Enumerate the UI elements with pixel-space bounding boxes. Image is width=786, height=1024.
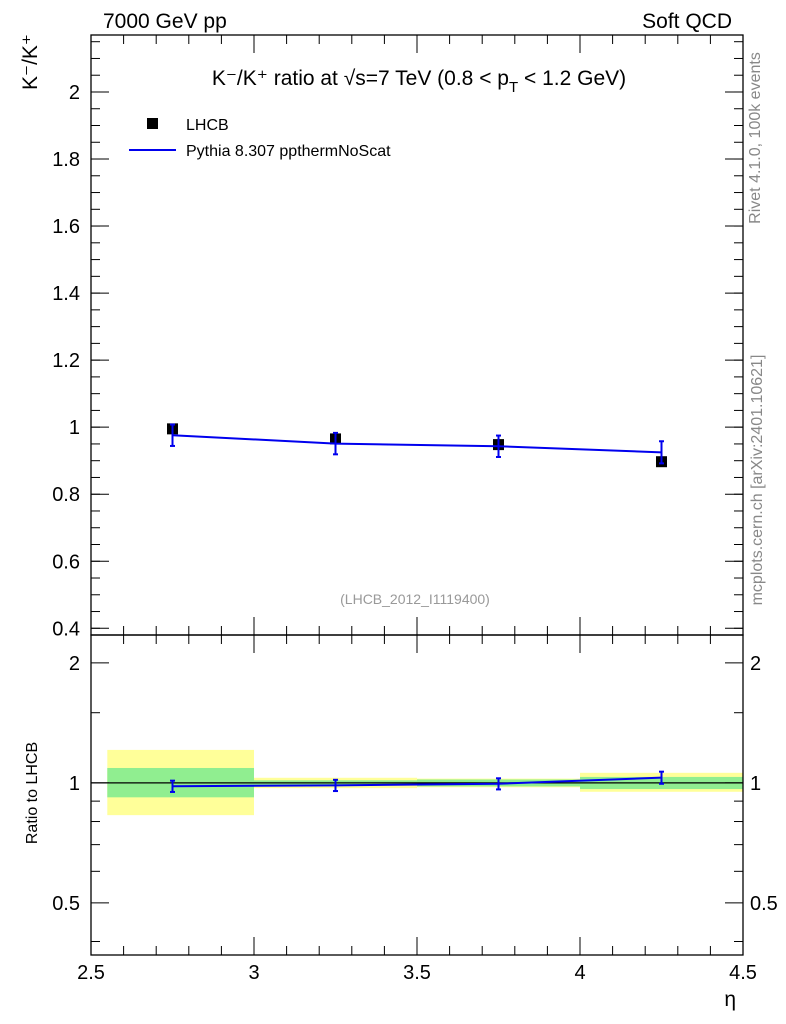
title-tail: < 1.2 GeV) [518, 67, 626, 90]
rivet-label: Rivet 4.1.0, 100k events [747, 52, 764, 224]
ylabel-main: K⁻/K⁺ [19, 34, 42, 90]
ratio-ytick-label-right: 1 [750, 773, 761, 795]
ratio-marks [170, 770, 664, 793]
x-axis: 2.5 3 3.5 4 4.5 [77, 35, 757, 984]
ratio-ytick-label: 2 [69, 653, 80, 675]
main-ytick-label: 1.2 [52, 350, 80, 372]
ratio-ytick-label-right: 0.5 [750, 893, 778, 915]
main-ytick-label: 1 [69, 417, 80, 439]
main-ytick-label: 2 [69, 82, 80, 104]
title-main: K⁻/K⁺ ratio at √s=7 TeV (0.8 < p [212, 67, 509, 90]
legend-label-lhcb: LHCB [186, 117, 229, 134]
ratio-bands [91, 749, 743, 816]
xtick-label: 3.5 [403, 962, 431, 984]
ratio-line [172, 776, 662, 788]
xlabel: η [724, 988, 736, 1011]
ratio-ytick-label: 0.5 [52, 893, 80, 915]
legend: LHCB Pythia 8.307 ppthermNoScat [129, 117, 391, 160]
ratio-ytick-label: 1 [69, 773, 80, 795]
plot-title: K⁻/K⁺ ratio at √s=7 TeV (0.8 < pT < 1.2 … [212, 67, 626, 96]
ylabel-ratio: Ratio to LHCB [24, 742, 41, 844]
main-ytick-label: 0.8 [52, 484, 80, 506]
header-left: 7000 GeV pp [103, 10, 227, 33]
main-ytick-label: 0.6 [52, 551, 80, 573]
pythia-line [172, 434, 662, 454]
header-right: Soft QCD [642, 10, 732, 33]
xtick-label: 4.5 [729, 962, 757, 984]
title-sub: T [509, 79, 518, 96]
ratio-ytick-label-right: 2 [750, 653, 761, 675]
xtick-label: 4 [574, 962, 585, 984]
analysis-watermark: (LHCB_2012_I1119400) [340, 591, 490, 607]
main-ytick-label: 0.4 [52, 618, 80, 640]
main-ytick-label: 1.6 [52, 216, 80, 238]
main-y-axis: 0.4 0.6 0.8 1 1.2 1.4 1.6 1.8 2 [52, 41, 743, 640]
mcplots-label: mcplots.cern.ch [arXiv:2401.10621] [749, 355, 766, 606]
xtick-label: 3 [248, 962, 259, 984]
ratio-y-axis: 0.5 0.5 1 1 2 2 [52, 653, 778, 943]
main-ytick-label: 1.4 [52, 283, 80, 305]
legend-label-pythia: Pythia 8.307 ppthermNoScat [186, 143, 391, 160]
xtick-label: 2.5 [77, 962, 105, 984]
main-marks [167, 423, 667, 468]
legend-marker-lhcb [147, 118, 158, 129]
main-ytick-label: 1.8 [52, 149, 80, 171]
